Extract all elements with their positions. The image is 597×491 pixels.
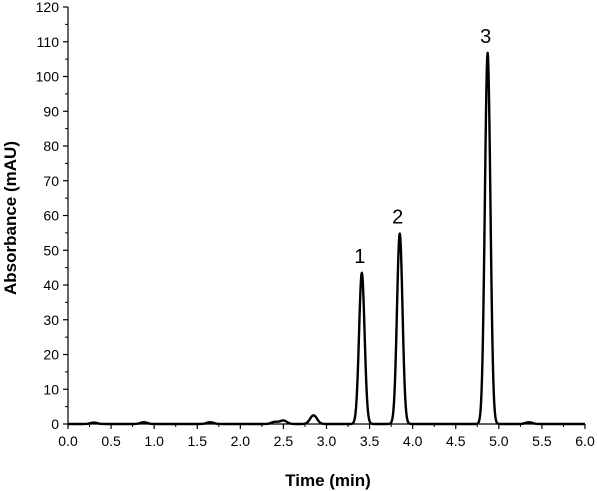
peak-annotations: 1 2 3 xyxy=(354,26,491,268)
y-tick-label: 60 xyxy=(43,208,59,224)
x-tick-label: 4.5 xyxy=(446,433,466,449)
x-tick-label: 6.0 xyxy=(575,433,595,449)
y-tick-label: 40 xyxy=(43,277,59,293)
y-axis-title: Absorbance (mAU) xyxy=(1,141,20,295)
x-tick-label: 5.5 xyxy=(532,433,552,449)
peak-label: 1 xyxy=(354,246,365,268)
axes xyxy=(67,7,585,425)
chromatogram-trace xyxy=(67,51,586,426)
y-tick-label: 100 xyxy=(36,69,60,85)
x-tick-label: 5.0 xyxy=(489,433,509,449)
y-tick-label: 50 xyxy=(43,242,59,258)
x-tick-label: 0.0 xyxy=(58,433,78,449)
y-tick-label: 80 xyxy=(43,138,59,154)
peak-label: 2 xyxy=(392,207,403,229)
y-tick-label: 110 xyxy=(37,34,60,50)
y-tick-label: 20 xyxy=(43,347,59,363)
x-tick-label: 0.5 xyxy=(101,433,121,449)
y-tick-label: 30 xyxy=(43,312,59,328)
x-tick-label: 2.0 xyxy=(231,433,251,449)
x-tick-label: 3.5 xyxy=(360,433,380,449)
y-tick-label: 120 xyxy=(36,0,60,15)
y-tick-label: 70 xyxy=(43,173,59,189)
x-axis-ticks: 0.0 0.5 1.0 1.5 2.0 2.5 3.0 3.5 4.0 4.5 5.0 5.5 6.0 xyxy=(58,424,595,449)
y-tick-label: 10 xyxy=(43,381,59,397)
y-tick-label: 0 xyxy=(51,416,59,432)
x-axis-title: Time (min) xyxy=(285,471,371,490)
x-tick-label: 3.0 xyxy=(317,433,337,449)
y-axis-ticks: 0 10 20 30 40 50 60 70 80 90 100 110 120 xyxy=(36,0,68,432)
y-tick-label: 90 xyxy=(43,103,59,119)
x-tick-label: 1.5 xyxy=(188,433,208,449)
x-tick-label: 4.0 xyxy=(403,433,423,449)
peak-label: 3 xyxy=(480,26,491,48)
x-tick-label: 2.5 xyxy=(274,433,294,449)
x-tick-label: 1.0 xyxy=(144,433,164,449)
